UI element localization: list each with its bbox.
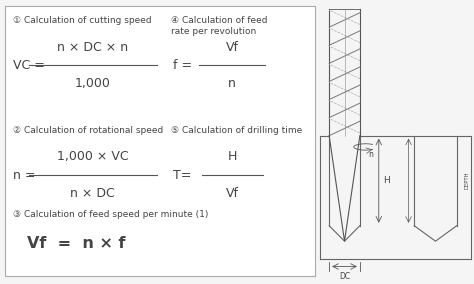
Text: 1,000: 1,000 xyxy=(75,77,111,90)
Text: DC: DC xyxy=(339,272,350,281)
Text: f =: f = xyxy=(173,59,192,72)
Text: Vf  =  n × f: Vf = n × f xyxy=(27,237,125,252)
Text: T=: T= xyxy=(173,169,191,181)
Text: H: H xyxy=(383,176,390,185)
Text: n =: n = xyxy=(12,169,35,181)
Text: H: H xyxy=(228,150,237,163)
Text: n: n xyxy=(228,77,236,90)
Text: VC =: VC = xyxy=(12,59,45,72)
Text: 1,000 × VC: 1,000 × VC xyxy=(57,150,128,163)
Text: ② Calculation of rotational speed: ② Calculation of rotational speed xyxy=(12,126,163,135)
Text: n × DC × n: n × DC × n xyxy=(57,41,128,54)
Text: Vf: Vf xyxy=(226,41,239,54)
Text: n × DC: n × DC xyxy=(71,187,115,200)
Text: ⑤ Calculation of drilling time: ⑤ Calculation of drilling time xyxy=(171,126,302,135)
FancyBboxPatch shape xyxy=(5,6,315,276)
Text: DEPTH: DEPTH xyxy=(465,172,470,189)
Text: ④ Calculation of feed
rate per revolution: ④ Calculation of feed rate per revolutio… xyxy=(171,16,267,36)
Text: ③ Calculation of feed speed per minute (1): ③ Calculation of feed speed per minute (… xyxy=(12,210,208,219)
Text: Vf: Vf xyxy=(226,187,239,200)
Text: n: n xyxy=(368,150,373,159)
Text: ① Calculation of cutting speed: ① Calculation of cutting speed xyxy=(12,16,151,25)
